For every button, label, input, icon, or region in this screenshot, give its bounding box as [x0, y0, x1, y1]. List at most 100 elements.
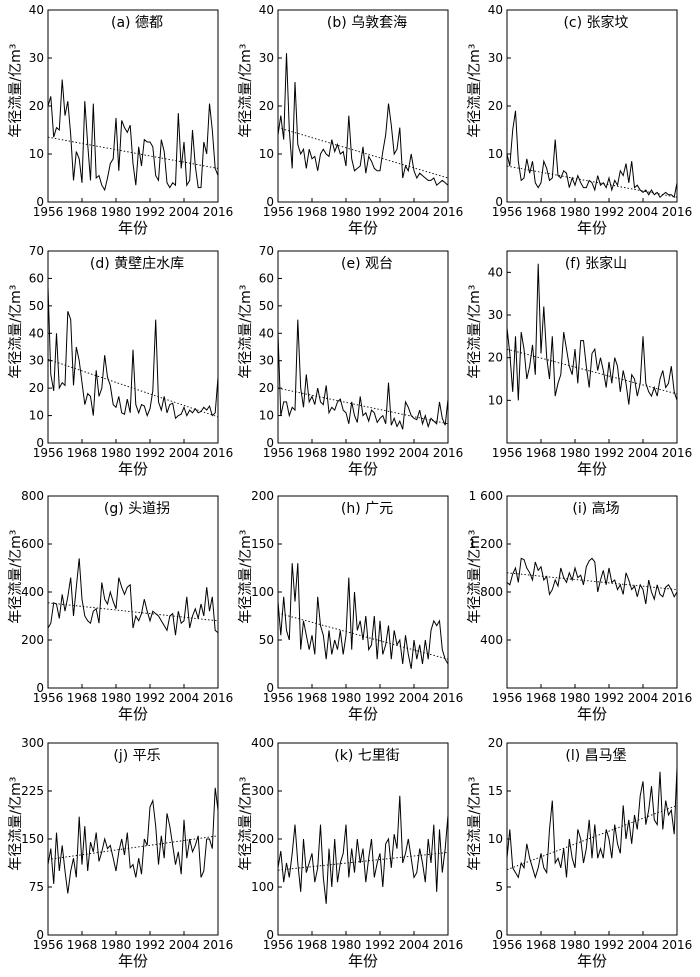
- y-tick-label: 20: [259, 381, 274, 395]
- x-tick-label: 1980: [101, 938, 132, 952]
- y-tick-label: 0: [495, 928, 503, 942]
- x-tick-label: 1956: [263, 205, 294, 219]
- x-tick-label: 1968: [526, 205, 557, 219]
- y-tick-label: 100: [251, 880, 274, 894]
- panel-k: 1956 1968 1980 1992 2004 2016 0 100 200 300 400 (k)…: [238, 736, 463, 970]
- x-tick-label: 2016: [662, 938, 693, 952]
- x-tick-label: 2016: [433, 205, 464, 219]
- y-tick-label: 20: [488, 736, 503, 750]
- runoff-series-line: [506, 557, 678, 605]
- y-tick-label: 800: [480, 585, 503, 599]
- runoff-series-line: [47, 286, 219, 420]
- y-tick-label: 0: [266, 195, 274, 209]
- y-tick-label: 30: [29, 354, 44, 368]
- y-tick-label: 300: [21, 736, 44, 750]
- x-tick-label: 1992: [594, 938, 625, 952]
- x-tick-label: 2016: [433, 691, 464, 705]
- trend-line: [47, 835, 219, 860]
- x-tick-label: 2004: [399, 691, 430, 705]
- panel-title: (b) 乌敦套海: [327, 15, 407, 31]
- plot-frame: [47, 250, 219, 444]
- y-axis-label: 年径流量/亿m³: [238, 285, 254, 379]
- y-axis-label: 年径流量/亿m³: [238, 777, 254, 871]
- y-tick-label: 30: [259, 51, 274, 65]
- panel-i: 1956 1968 1980 1992 2004 2016 400 800 1 200 1 600…: [467, 489, 692, 723]
- y-tick-label: 0: [36, 928, 44, 942]
- y-tick-label: 60: [259, 271, 274, 285]
- y-axis-label: 年径流量/亿m³: [238, 530, 254, 624]
- plot-frame: [277, 9, 449, 203]
- runoff-series-line: [506, 766, 678, 880]
- y-axis-label: 年径流量/亿m³: [8, 285, 24, 379]
- y-tick-label: 0: [36, 436, 44, 450]
- y-tick-label: 200: [21, 633, 44, 647]
- x-axis-label: 年份: [577, 705, 607, 723]
- x-tick-label: 1968: [67, 938, 98, 952]
- x-tick-label: 2016: [203, 691, 234, 705]
- panel-title: (l) 昌马堡: [565, 748, 626, 764]
- y-tick-label: 50: [259, 299, 274, 313]
- x-axis-label: 年份: [118, 460, 148, 478]
- x-tick-label: 1992: [135, 691, 166, 705]
- y-tick-label: 15: [488, 784, 503, 798]
- x-tick-label: 1968: [526, 446, 557, 460]
- trend-line: [277, 612, 449, 660]
- x-axis-label: 年份: [348, 219, 378, 237]
- y-tick-label: 75: [29, 880, 44, 894]
- panel-b: 1956 1968 1980 1992 2004 2016 0 10 20 30 40 (b) 乌敦套…: [238, 3, 463, 237]
- y-tick-label: 20: [488, 351, 503, 365]
- panel-title: (j) 平乐: [113, 748, 160, 764]
- runoff-series-line: [506, 263, 678, 405]
- x-tick-label: 1980: [331, 205, 362, 219]
- y-tick-label: 10: [29, 409, 44, 423]
- x-axis-label: 年份: [577, 952, 607, 970]
- y-tick-label: 10: [488, 393, 503, 407]
- panel-title: (h) 广元: [341, 501, 393, 517]
- y-tick-label: 30: [488, 308, 503, 322]
- x-tick-label: 1956: [33, 205, 64, 219]
- x-tick-label: 2004: [628, 691, 659, 705]
- panel-title: (k) 七里街: [334, 748, 399, 764]
- y-tick-label: 1 600: [469, 489, 503, 503]
- runoff-series-line: [277, 563, 449, 669]
- y-tick-label: 40: [29, 326, 44, 340]
- panel-e: 1956 1968 1980 1992 2004 2016 0 10 20 30 40 50 60 70 (…: [238, 244, 463, 478]
- x-tick-label: 1980: [331, 691, 362, 705]
- y-tick-label: 30: [29, 51, 44, 65]
- x-tick-label: 2016: [203, 938, 234, 952]
- x-axis-label: 年份: [118, 705, 148, 723]
- y-tick-label: 200: [251, 832, 274, 846]
- y-tick-label: 200: [251, 489, 274, 503]
- x-tick-label: 1956: [492, 691, 523, 705]
- y-tick-label: 1 200: [469, 537, 503, 551]
- x-tick-label: 1980: [101, 691, 132, 705]
- trend-line: [47, 358, 219, 418]
- x-tick-label: 2016: [662, 446, 693, 460]
- panel-g: 1956 1968 1980 1992 2004 2016 0 200 400 600 800 (g)…: [8, 489, 233, 723]
- x-tick-label: 1968: [67, 446, 98, 460]
- y-tick-label: 150: [21, 832, 44, 846]
- x-axis-label: 年份: [348, 952, 378, 970]
- plot-frame: [277, 495, 449, 689]
- x-tick-label: 1980: [101, 446, 132, 460]
- y-tick-label: 600: [21, 537, 44, 551]
- x-tick-label: 2016: [433, 446, 464, 460]
- y-axis-label: 年径流量/亿m³: [467, 44, 483, 138]
- runoff-series-line: [506, 110, 678, 199]
- y-tick-label: 20: [29, 99, 44, 113]
- x-tick-label: 1968: [297, 938, 328, 952]
- x-tick-label: 1992: [365, 691, 396, 705]
- panel-h: 1956 1968 1980 1992 2004 2016 0 50 100 150 200 (h) …: [238, 489, 463, 723]
- runoff-series-line: [47, 787, 219, 894]
- x-tick-label: 2004: [628, 446, 659, 460]
- x-tick-label: 2004: [169, 446, 200, 460]
- x-tick-label: 1980: [560, 938, 591, 952]
- y-tick-label: 10: [488, 147, 503, 161]
- x-tick-label: 1980: [331, 938, 362, 952]
- y-tick-label: 20: [488, 99, 503, 113]
- x-tick-label: 1992: [594, 691, 625, 705]
- runoff-series-line: [277, 795, 449, 904]
- panel-c: 1956 1968 1980 1992 2004 2016 0 10 20 30 40 (c) 张家坟…: [467, 3, 692, 237]
- y-axis-label: 年径流量/亿m³: [8, 530, 24, 624]
- runoff-series-line: [47, 79, 219, 192]
